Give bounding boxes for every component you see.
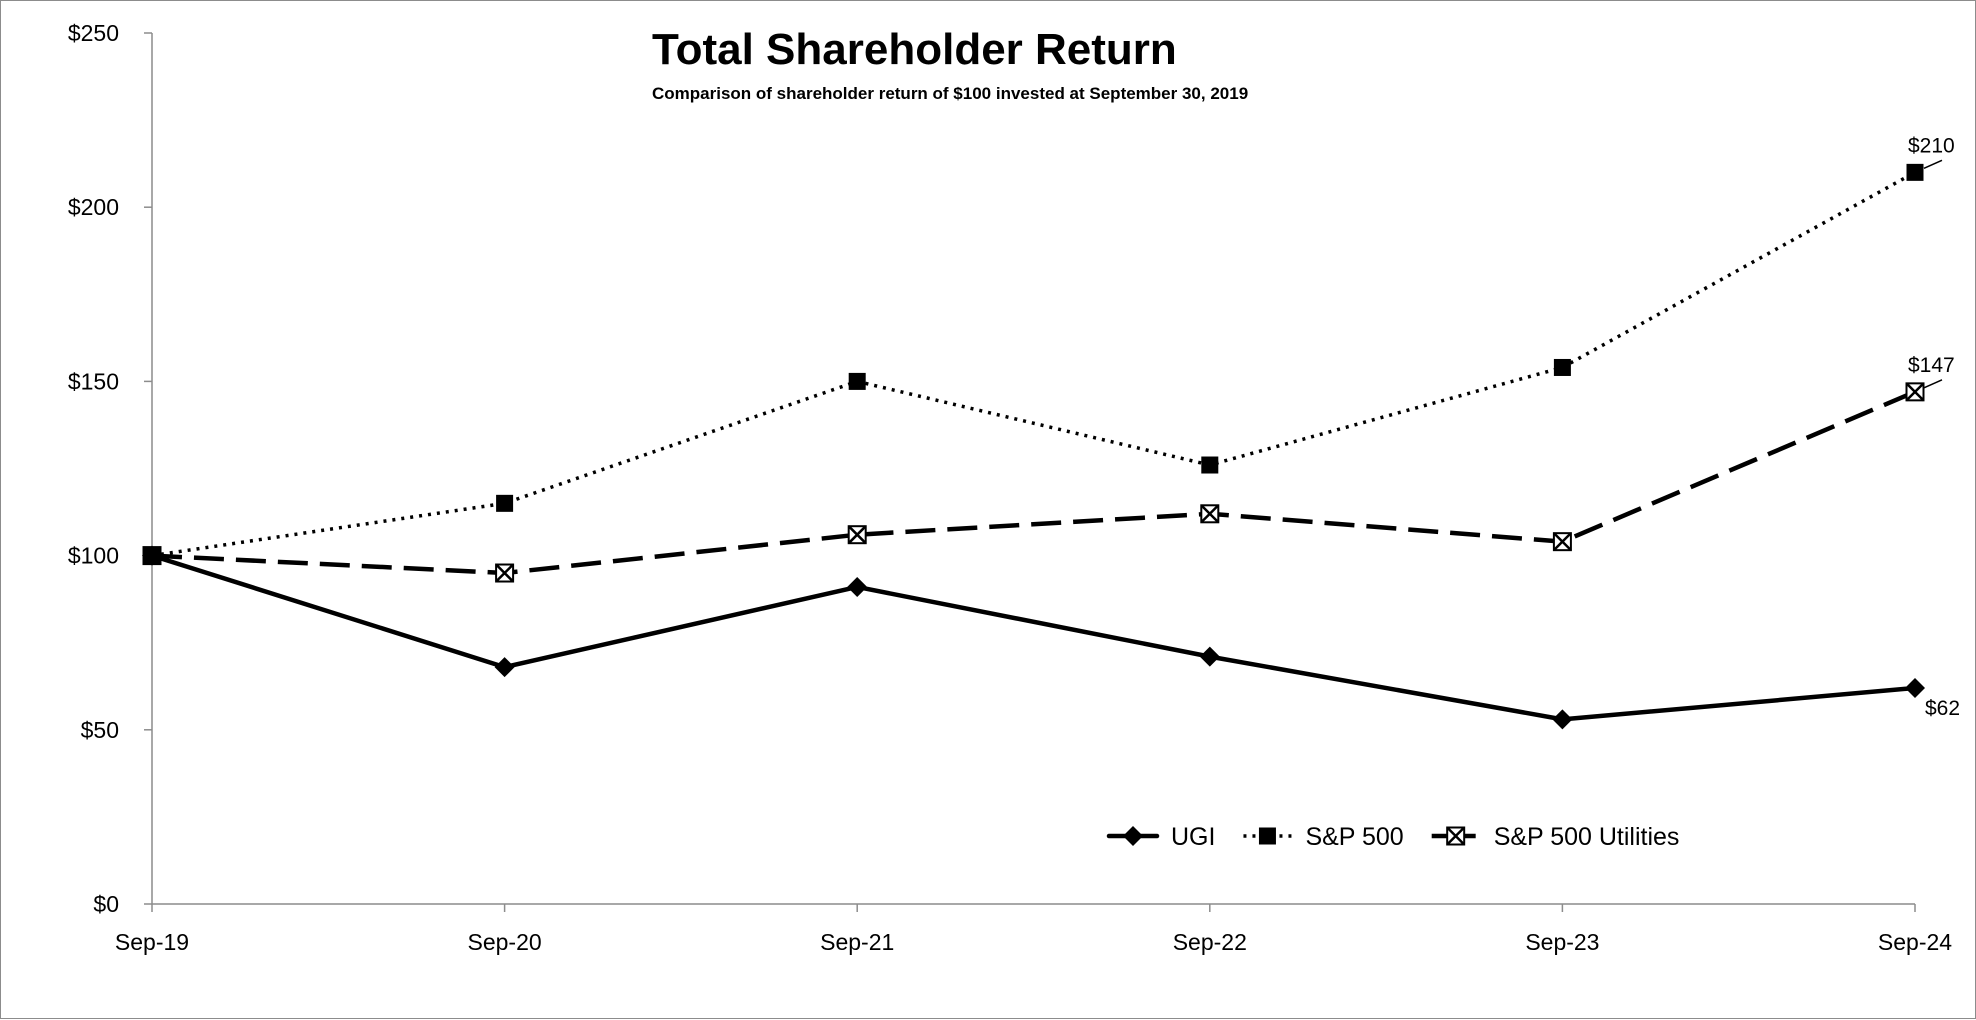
data-point [848, 372, 866, 390]
data-point [1199, 646, 1220, 667]
y-tick-label: $150 [68, 368, 119, 394]
data-point [1905, 382, 1925, 402]
marker-cross [1553, 532, 1572, 552]
y-tick-label: $250 [68, 20, 119, 46]
legend: UGI S&P 500 S&P 500 Utilities [1106, 823, 1680, 851]
data-point [1552, 709, 1573, 730]
x-tick-label: Sep-21 [820, 929, 894, 955]
legend-item-2: S&P 500 Utilities [1431, 823, 1680, 851]
marker-cross [1446, 826, 1466, 846]
series-line [151, 170, 1916, 558]
legend-label: S&P 500 Utilities [1494, 823, 1680, 851]
legend-item-0: UGI [1106, 823, 1215, 851]
data-label-leader [1923, 159, 1943, 170]
data-label-leader [1923, 379, 1943, 389]
data-label: $62 [1925, 697, 1960, 720]
legend-swatch-marker [1123, 826, 1143, 846]
y-tick-label: $0 [93, 891, 119, 917]
series-2 [142, 382, 1925, 583]
legend-swatch-marker [1446, 826, 1466, 846]
chart-subtitle: Comparison of shareholder return of $100… [652, 84, 1248, 103]
data-point [142, 545, 162, 566]
data-point [1201, 456, 1219, 474]
data-label: $147 [1908, 354, 1955, 377]
data-point [1905, 677, 1925, 698]
data-point [494, 657, 515, 678]
series-line [149, 553, 1918, 722]
x-tick-label: Sep-23 [1525, 929, 1599, 955]
data-labels: $62 $210 $147 [1908, 134, 1960, 720]
series-0 [142, 545, 1925, 730]
legend-label: UGI [1171, 823, 1215, 851]
marker-cross [1905, 382, 1925, 402]
legend-item-1: S&P 500 [1243, 823, 1404, 851]
series-layer [142, 163, 1925, 730]
series-line [151, 389, 1916, 576]
x-tick-label: Sep-19 [115, 929, 189, 955]
marker-cross [847, 525, 867, 545]
data-point [847, 576, 868, 597]
legend-swatch-marker [1258, 827, 1276, 845]
data-point [495, 563, 515, 583]
data-point [1553, 358, 1571, 376]
data-point [1906, 163, 1924, 181]
marker-cross [495, 563, 514, 583]
y-tick-label: $100 [68, 543, 119, 569]
data-point [847, 525, 867, 545]
marker-cross [1200, 504, 1220, 524]
x-tick-label: Sep-20 [468, 929, 542, 955]
chart-title: Total Shareholder Return [652, 25, 1177, 74]
axes: $0 $50 $100 $150 $200 $250 Sep-19 Sep-20 Sep-21 S… [68, 20, 1952, 955]
y-tick-label: $50 [81, 717, 119, 743]
data-point [1200, 504, 1220, 524]
data-point [1552, 532, 1572, 552]
data-label: $210 [1908, 134, 1955, 157]
x-tick-label: Sep-24 [1878, 929, 1952, 955]
data-point [496, 494, 514, 512]
x-tick-label: Sep-22 [1173, 929, 1247, 955]
legend-label: S&P 500 [1305, 823, 1403, 851]
y-tick-label: $200 [68, 194, 119, 220]
